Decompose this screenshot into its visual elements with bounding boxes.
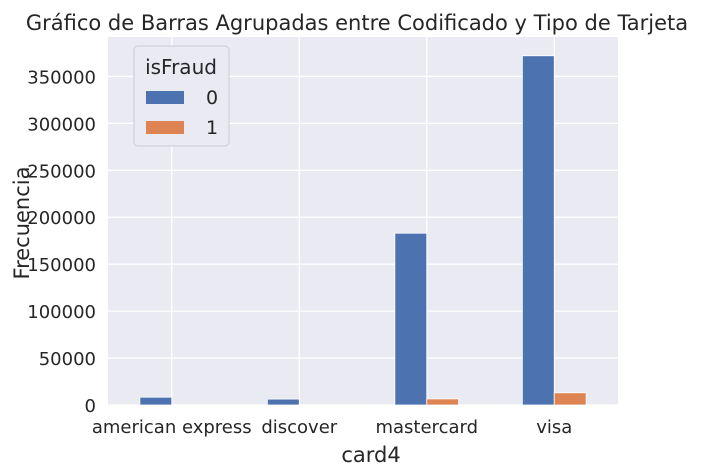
bar-series-0-discover bbox=[266, 398, 300, 406]
x-tick-label: mastercard bbox=[375, 417, 478, 438]
x-tick-label: discover bbox=[261, 417, 337, 438]
y-tick-labels: 0 50000 100000 150000 200000 250000 300000 3500… bbox=[27, 67, 96, 417]
y-tick-label: 350000 bbox=[27, 67, 96, 88]
x-tick-label: american express bbox=[92, 417, 252, 438]
y-tick-label: 200000 bbox=[27, 208, 96, 229]
x-axis-label: card4 bbox=[341, 443, 400, 467]
x-tick-label: visa bbox=[536, 417, 572, 438]
bar-series-1-mastercard bbox=[426, 398, 460, 406]
bar-series-0-visa bbox=[521, 55, 555, 406]
legend-swatch-0 bbox=[146, 91, 184, 104]
y-tick-label: 50000 bbox=[39, 349, 96, 370]
y-tick-label: 150000 bbox=[27, 255, 96, 276]
legend-swatch-1 bbox=[146, 121, 184, 134]
bar-series-0-american-express bbox=[139, 396, 173, 406]
y-tick-label: 300000 bbox=[27, 114, 96, 135]
legend-label-1: 1 bbox=[206, 117, 218, 139]
x-tick-labels: american express discover mastercard visa bbox=[92, 417, 572, 438]
bar-series-0-mastercard bbox=[394, 232, 428, 406]
bar-series-1-visa bbox=[553, 392, 587, 406]
legend-title: isFraud bbox=[145, 55, 217, 79]
y-tick-label: 250000 bbox=[27, 161, 96, 182]
chart-title: Gráfico de Barras Agrupadas entre Codifi… bbox=[26, 11, 688, 35]
y-tick-label: 0 bbox=[85, 396, 96, 417]
y-tick-label: 100000 bbox=[27, 302, 96, 323]
y-axis-label: Frecuencia bbox=[10, 167, 34, 280]
bars bbox=[139, 55, 587, 406]
legend: isFraud 0 1 bbox=[133, 45, 230, 147]
legend-label-0: 0 bbox=[206, 87, 218, 109]
